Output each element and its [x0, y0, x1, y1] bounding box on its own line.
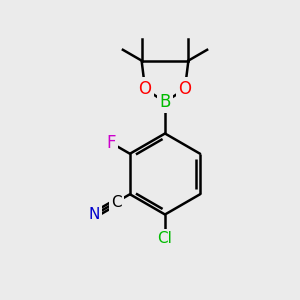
Text: N: N — [88, 207, 100, 222]
Text: O: O — [178, 80, 191, 98]
Text: B: B — [159, 93, 171, 111]
Text: Cl: Cl — [158, 231, 172, 246]
Text: C: C — [111, 194, 122, 209]
Text: O: O — [139, 80, 152, 98]
Text: F: F — [106, 134, 116, 152]
